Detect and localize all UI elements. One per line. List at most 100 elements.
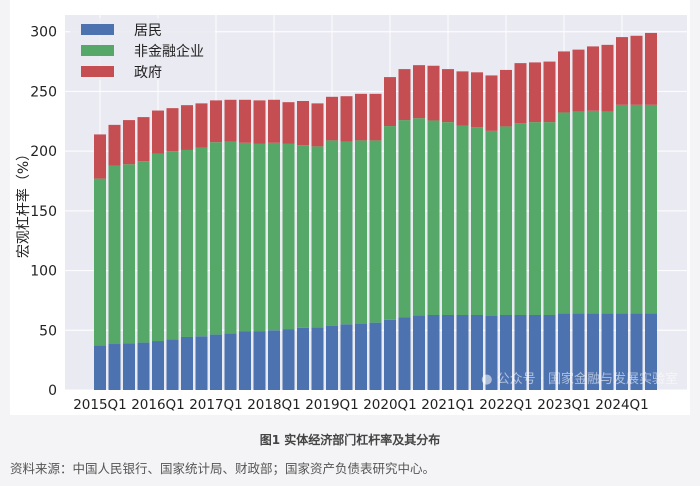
y-tick-label: 150 — [30, 204, 57, 220]
bar-household — [340, 324, 353, 390]
bar-government — [108, 124, 121, 166]
x-tick-label: 2022Q1 — [479, 397, 533, 413]
bar-government — [587, 46, 599, 111]
bar-household — [500, 315, 512, 390]
bar-household — [253, 331, 266, 390]
bar-household — [369, 322, 382, 390]
bar-nonfinancial-enterprise — [195, 147, 208, 337]
bar-government — [384, 77, 396, 127]
bar-government — [413, 65, 425, 119]
bar-household — [297, 327, 309, 390]
bar-nonfinancial-enterprise — [268, 142, 280, 331]
bar-nonfinancial-enterprise — [224, 141, 237, 334]
bar-nonfinancial-enterprise — [123, 164, 135, 344]
y-tick-label: 0 — [48, 383, 57, 399]
bar-government — [558, 51, 570, 113]
bar-government — [442, 69, 454, 123]
bar-household — [398, 317, 411, 390]
bar-household — [239, 331, 251, 390]
bar-government — [224, 99, 237, 142]
x-tick-label: 2021Q1 — [421, 397, 475, 413]
bar-nonfinancial-enterprise — [137, 161, 150, 343]
bar-household — [326, 325, 338, 390]
bar-government — [297, 100, 309, 146]
y-axis-label: 宏观杠杆率（%） — [15, 147, 32, 258]
bar-nonfinancial-enterprise — [282, 143, 295, 330]
x-tick-label: 2024Q1 — [595, 397, 649, 413]
bar-government — [355, 93, 367, 141]
bar-nonfinancial-enterprise — [500, 126, 512, 315]
legend-label: 居民 — [134, 23, 162, 39]
bar-government — [253, 100, 266, 144]
bar-nonfinancial-enterprise — [369, 140, 382, 323]
y-tick-label: 100 — [30, 264, 57, 280]
bar-household — [572, 313, 585, 390]
bar-government — [471, 72, 483, 128]
bar-household — [123, 343, 135, 390]
bar-household — [558, 313, 570, 390]
bar-nonfinancial-enterprise — [239, 142, 251, 332]
x-tick-label: 2023Q1 — [537, 397, 591, 413]
bar-household — [485, 315, 498, 390]
x-tick-label: 2019Q1 — [305, 397, 359, 413]
bar-household — [601, 313, 614, 390]
bar-government — [123, 120, 135, 165]
bar-nonfinancial-enterprise — [529, 122, 541, 315]
bar-household — [427, 315, 440, 390]
bar-nonfinancial-enterprise — [427, 120, 440, 315]
bar-nonfinancial-enterprise — [543, 122, 556, 315]
bar-nonfinancial-enterprise — [485, 130, 498, 316]
bar-nonfinancial-enterprise — [616, 104, 628, 314]
bar-government — [137, 117, 150, 162]
bar-government — [268, 99, 280, 143]
bar-government — [181, 105, 193, 150]
bar-household — [137, 342, 150, 390]
bar-household — [181, 336, 193, 390]
bar-household — [311, 327, 324, 390]
bar-government — [166, 108, 179, 152]
bar-government — [369, 93, 382, 141]
bar-nonfinancial-enterprise — [152, 153, 164, 342]
bar-government — [326, 96, 338, 141]
bar-government — [398, 69, 411, 121]
bar-household — [108, 344, 121, 390]
x-tick-label: 2017Q1 — [189, 397, 243, 413]
bar-household — [384, 319, 396, 390]
bar-nonfinancial-enterprise — [558, 112, 570, 314]
bar-government — [195, 103, 208, 148]
bar-nonfinancial-enterprise — [442, 122, 454, 315]
legend-swatch — [81, 24, 114, 35]
bar-government — [529, 62, 541, 123]
bar-government — [514, 63, 527, 124]
bar-government — [601, 44, 614, 112]
bar-nonfinancial-enterprise — [166, 151, 179, 340]
x-tick-label: 2015Q1 — [73, 397, 127, 413]
legend-swatch — [81, 66, 114, 77]
bar-government — [630, 35, 643, 105]
bar-household — [413, 315, 425, 390]
x-tick-label: 2018Q1 — [247, 397, 301, 413]
bar-government — [282, 102, 295, 144]
bar-household — [529, 315, 541, 390]
bar-household — [195, 336, 208, 390]
bar-nonfinancial-enterprise — [384, 126, 396, 320]
bar-nonfinancial-enterprise — [340, 141, 353, 325]
bar-nonfinancial-enterprise — [572, 111, 585, 314]
bar-nonfinancial-enterprise — [601, 111, 614, 314]
legend-label: 政府 — [134, 65, 162, 81]
bar-nonfinancial-enterprise — [413, 118, 425, 316]
bar-nonfinancial-enterprise — [456, 125, 469, 315]
bar-government — [456, 71, 469, 126]
bar-nonfinancial-enterprise — [514, 123, 527, 315]
bar-nonfinancial-enterprise — [94, 178, 106, 346]
watermark: ● 公众号 · 国家金融与发展实验室 — [481, 371, 678, 387]
bar-household — [543, 315, 556, 390]
bar-household — [645, 313, 657, 390]
bar-household — [224, 333, 237, 390]
bar-household — [152, 341, 164, 390]
bar-government — [94, 134, 106, 179]
bar-government — [645, 32, 657, 105]
stacked-bar-chart: 0 50 100 150 200 250 300 2015Q1 2016Q1 2017Q1 2018… — [15, 15, 687, 413]
bar-household — [630, 313, 643, 390]
bar-nonfinancial-enterprise — [355, 140, 367, 324]
